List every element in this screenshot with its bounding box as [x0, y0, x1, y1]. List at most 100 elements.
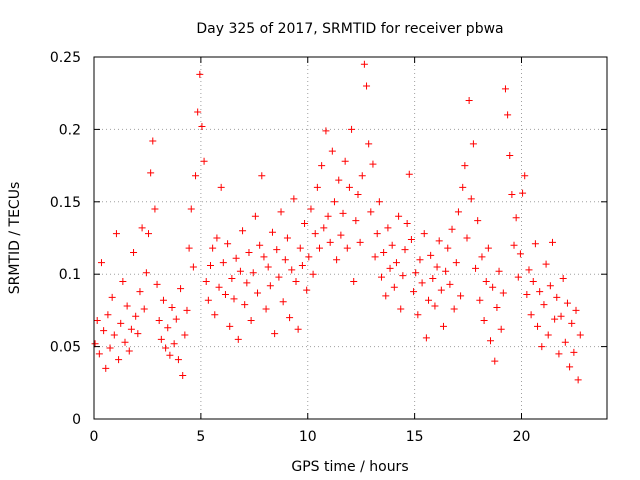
data-point: [95, 350, 103, 358]
x-tick-labels: 0 5 10 15 20: [90, 429, 531, 445]
data-point: [226, 322, 234, 330]
data-point: [388, 241, 396, 249]
data-point: [100, 327, 108, 335]
data-point: [425, 296, 433, 304]
data-point: [194, 108, 202, 116]
data-point: [217, 183, 225, 191]
data-point: [437, 286, 445, 294]
data-point: [273, 246, 281, 254]
data-point: [555, 350, 563, 358]
data-point: [386, 264, 394, 272]
data-point: [115, 356, 123, 364]
data-point: [341, 157, 349, 165]
data-point: [373, 230, 381, 238]
data-point: [551, 315, 559, 323]
data-point: [487, 337, 495, 345]
data-point: [198, 123, 206, 131]
data-point: [326, 238, 334, 246]
data-point: [478, 253, 486, 261]
x-tick-label: 15: [406, 429, 424, 445]
data-point: [382, 292, 390, 300]
data-point: [392, 259, 400, 267]
data-point: [110, 331, 118, 339]
data-point: [288, 266, 296, 274]
data-point: [348, 125, 356, 133]
data-point: [410, 288, 418, 296]
data-point: [416, 256, 424, 264]
data-point: [151, 205, 159, 213]
data-point: [365, 140, 373, 148]
x-tick-label: 0: [90, 429, 99, 445]
data-point: [531, 240, 539, 248]
data-point: [177, 285, 185, 293]
data-point: [249, 269, 257, 277]
data-point: [189, 263, 197, 271]
data-point: [241, 301, 249, 309]
data-point: [510, 241, 518, 249]
data-point: [446, 280, 454, 288]
data-point: [467, 195, 475, 203]
data-point: [112, 230, 120, 238]
data-point: [309, 270, 317, 278]
data-point: [192, 172, 200, 180]
data-point: [420, 230, 428, 238]
data-point: [119, 277, 127, 285]
data-point: [236, 267, 244, 275]
data-point: [506, 151, 514, 159]
data-point: [525, 266, 533, 274]
data-point: [358, 172, 366, 180]
data-point: [164, 324, 172, 332]
data-point: [576, 331, 584, 339]
y-tick-label: 0.1: [59, 267, 81, 283]
data-point: [412, 269, 420, 277]
data-point: [493, 304, 501, 312]
data-point: [215, 283, 223, 291]
data-point: [153, 280, 161, 288]
data-point: [405, 170, 413, 178]
data-point: [316, 244, 324, 252]
y-tick-label: 0.25: [50, 50, 81, 66]
data-point: [516, 250, 524, 258]
data-point: [457, 292, 465, 300]
data-point: [104, 311, 112, 319]
y-tick-label: 0.15: [50, 195, 81, 211]
data-point: [403, 220, 411, 228]
data-point: [281, 256, 289, 264]
data-point: [290, 195, 298, 203]
data-point: [140, 305, 148, 313]
y-tick-labels: 0 0.05 0.1 0.15 0.2 0.25: [50, 50, 81, 428]
data-point: [157, 335, 165, 343]
data-point: [313, 183, 321, 191]
y-tick-label: 0: [72, 412, 81, 428]
data-point: [294, 325, 302, 333]
data-point: [320, 224, 328, 232]
data-point: [174, 356, 182, 364]
data-point: [275, 273, 283, 281]
data-point: [484, 244, 492, 252]
data-point: [401, 246, 409, 254]
data-point: [444, 244, 452, 252]
data-point: [136, 288, 144, 296]
data-point: [350, 277, 358, 285]
data-point: [339, 209, 347, 217]
data-point: [123, 302, 131, 310]
data-point: [546, 282, 554, 290]
data-point: [264, 263, 272, 271]
data-point: [130, 248, 138, 256]
data-point: [221, 290, 229, 298]
data-point: [474, 217, 482, 225]
data-point: [106, 344, 114, 352]
data-point: [232, 254, 240, 262]
data-point: [142, 269, 150, 277]
y-axis-title: SRMTID / TECUs: [7, 182, 23, 295]
data-point: [459, 183, 467, 191]
data-point: [538, 343, 546, 351]
data-point: [322, 127, 330, 135]
data-point: [431, 302, 439, 310]
y-tick-label: 0.05: [50, 340, 81, 356]
data-point: [318, 162, 326, 170]
data-point: [224, 240, 232, 248]
data-point: [102, 364, 110, 372]
data-point: [553, 293, 561, 301]
data-point: [311, 230, 319, 238]
